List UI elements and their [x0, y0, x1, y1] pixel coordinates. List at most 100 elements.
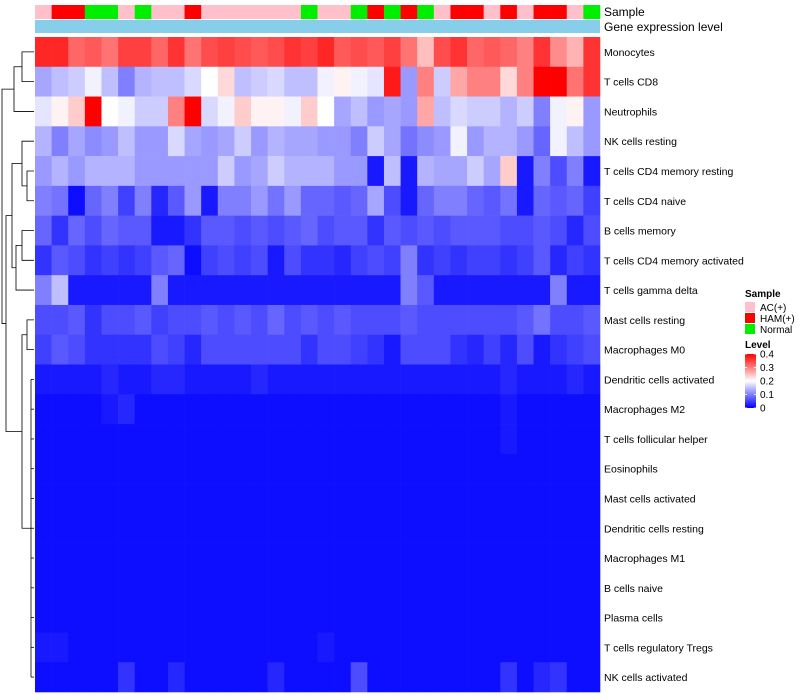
- heatmap-cell: [300, 215, 318, 246]
- heatmap-cell: [383, 185, 401, 216]
- heatmap-cell: [134, 275, 152, 306]
- sample-annotation-cell: [151, 5, 169, 19]
- heatmap-cell: [450, 334, 468, 365]
- heatmap-cell: [101, 543, 119, 574]
- heatmap-cell: [583, 424, 601, 455]
- heatmap-cell: [234, 513, 252, 544]
- heatmap-cell: [367, 424, 385, 455]
- heatmap-cell: [383, 334, 401, 365]
- heatmap-cell: [300, 245, 318, 276]
- heatmap-cell: [467, 364, 484, 395]
- heatmap-cell: [550, 543, 568, 574]
- heatmap-cell: [300, 304, 318, 336]
- heatmap-cell: [134, 215, 152, 246]
- heatmap-cell: [217, 304, 235, 336]
- row-label: Plasma cells: [604, 613, 663, 625]
- sample-annotation-cell: [284, 5, 302, 19]
- heatmap-cell: [267, 275, 285, 306]
- heatmap-cell: [101, 156, 119, 187]
- heatmap-cell: [68, 96, 86, 127]
- heatmap-cell: [550, 96, 568, 127]
- heatmap-cell: [334, 364, 352, 395]
- heatmap-cell: [300, 453, 318, 484]
- heatmap-cell: [550, 185, 568, 216]
- heatmap-cell: [450, 126, 468, 157]
- heatmap-cell: [300, 364, 318, 395]
- heatmap-cell: [234, 185, 252, 216]
- heatmap-cell: [550, 364, 568, 395]
- heatmap-cell: [467, 602, 484, 633]
- heatmap-cell: [500, 245, 518, 276]
- row-label: B cells memory: [604, 226, 677, 238]
- heatmap-cell: [284, 632, 302, 663]
- heatmap-cell: [483, 543, 501, 574]
- heatmap-cell: [334, 572, 352, 603]
- heatmap-cell: [467, 156, 484, 187]
- heatmap-cell: [367, 66, 385, 97]
- heatmap-cell: [417, 364, 435, 395]
- sample-legend-title: Sample: [745, 289, 781, 300]
- heatmap-cell: [367, 632, 385, 663]
- heatmap-cell: [516, 483, 534, 514]
- heatmap-cell: [550, 632, 568, 663]
- heatmap-cell: [184, 662, 202, 693]
- heatmap-cell: [367, 394, 385, 425]
- heatmap-cell: [151, 632, 169, 663]
- heatmap-cell: [267, 394, 285, 425]
- heatmap-cell: [51, 185, 69, 216]
- heatmap-cell: [550, 662, 568, 693]
- heatmap-cell: [334, 662, 352, 693]
- heatmap-cell: [151, 37, 169, 68]
- heatmap-cell: [284, 185, 302, 216]
- level-legend-title: Level: [745, 340, 771, 351]
- heatmap-cell: [450, 304, 468, 336]
- heatmap-cell: [433, 334, 451, 365]
- heatmap-cell: [566, 245, 584, 276]
- heatmap-cell: [450, 572, 468, 603]
- row-label: NK cells activated: [604, 672, 688, 684]
- heatmap-cell: [134, 424, 152, 455]
- heatmap-cell: [516, 275, 534, 306]
- heatmap-cell: [467, 632, 484, 663]
- heatmap-cell: [433, 424, 451, 455]
- heatmap-cell: [284, 275, 302, 306]
- heatmap-cell: [467, 245, 484, 276]
- heatmap-cell: [134, 245, 152, 276]
- heatmap-cell: [516, 215, 534, 246]
- heatmap-cell: [84, 453, 102, 484]
- heatmap-cell: [483, 513, 501, 544]
- heatmap-cell: [217, 96, 235, 127]
- heatmap-cell: [583, 543, 601, 574]
- heatmap-cell: [84, 37, 102, 68]
- heatmap-cell: [367, 483, 385, 514]
- heatmap-cell: [51, 156, 69, 187]
- heatmap-cell: [550, 66, 568, 97]
- level-legend: Level 0.4 0.3 0.2 0.1 0: [745, 340, 774, 415]
- heatmap-cell: [467, 394, 484, 425]
- heatmap-cell: [350, 334, 368, 365]
- heatmap-cell: [583, 275, 601, 306]
- sample-legend-swatch: [745, 313, 755, 323]
- heatmap-cell: [400, 483, 418, 514]
- heatmap-cell: [167, 126, 185, 157]
- heatmap-cell: [566, 632, 584, 663]
- heatmap-cell: [234, 662, 252, 693]
- sample-annotation-cell: [383, 5, 401, 19]
- heatmap-cell: [234, 453, 252, 484]
- heatmap-cell: [317, 126, 335, 157]
- heatmap-cell: [450, 364, 468, 395]
- heatmap-cell: [134, 66, 152, 97]
- heatmap-cell: [500, 185, 518, 216]
- heatmap-cell: [450, 453, 468, 484]
- heatmap-cell: [317, 483, 335, 514]
- heatmap-cell: [84, 185, 102, 216]
- heatmap-cell: [101, 632, 119, 663]
- heatmap-cell: [433, 453, 451, 484]
- heatmap-cell: [267, 513, 285, 544]
- heatmap-cell: [84, 156, 102, 187]
- heatmap-cell: [317, 66, 335, 97]
- heatmap-cell: [533, 215, 551, 246]
- heatmap-cell: [516, 662, 534, 693]
- heatmap-cell: [334, 275, 352, 306]
- heatmap-cell: [35, 215, 52, 246]
